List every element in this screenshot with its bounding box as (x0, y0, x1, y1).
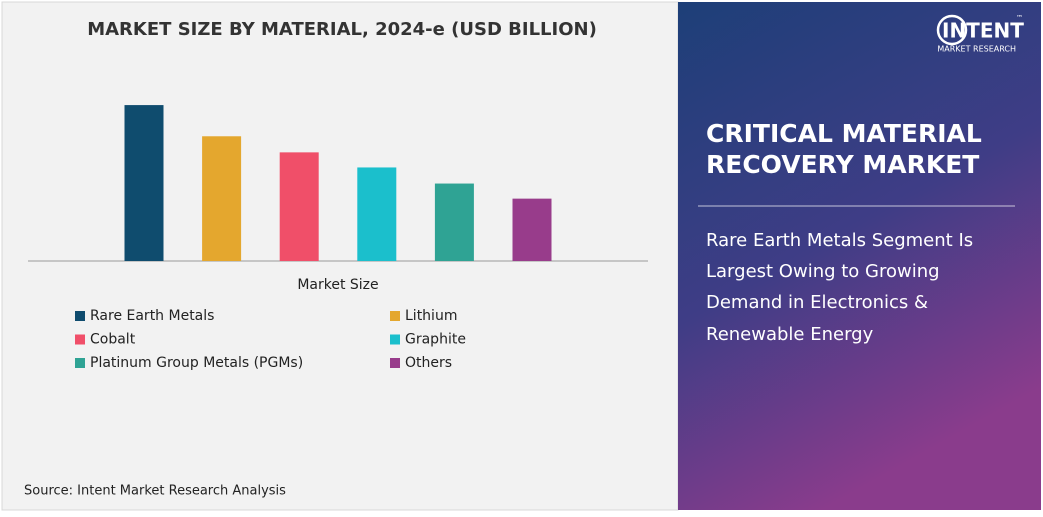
legend-label: Cobalt (90, 332, 136, 348)
logo-name: INTENT (942, 19, 1024, 43)
legend-label: Graphite (405, 332, 466, 348)
legend-label: Rare Earth Metals (90, 308, 214, 324)
bar (434, 183, 474, 261)
legend-swatch (75, 334, 85, 345)
report-panel (678, 2, 1041, 510)
highlight-text: Renewable Energy (706, 324, 874, 345)
x-axis-label: Market Size (297, 277, 378, 293)
logo-icon (936, 14, 968, 46)
legend-swatch (390, 334, 400, 345)
bar (512, 198, 552, 261)
highlight-text: Largest Owing to Growing (706, 261, 940, 282)
legend-swatch (390, 358, 400, 368)
legend-swatch (390, 311, 400, 321)
highlight-text: Rare Earth Metals Segment Is (706, 230, 973, 251)
logo-mark: ™ (1016, 14, 1023, 22)
legend-label: Platinum Group Metals (PGMs) (90, 355, 303, 371)
highlight-text: Demand in Electronics & (706, 292, 928, 313)
report-title: RECOVERY MARKET (706, 150, 979, 179)
legend-label: Lithium (405, 308, 457, 324)
bar (279, 152, 319, 261)
legend-label: Others (405, 355, 452, 371)
chart-title: MARKET SIZE BY MATERIAL, 2024-e (USD BIL… (87, 19, 597, 40)
bar (124, 105, 164, 262)
report-title: CRITICAL MATERIAL (706, 119, 982, 148)
chart-panel (1, 1, 679, 511)
bar (357, 167, 397, 261)
source: Source: Intent Market Research Analysis (24, 484, 286, 499)
bar (202, 136, 242, 261)
logo: INTENT ™ MARKET RESEARCH (936, 14, 1024, 54)
legend-swatch (75, 358, 85, 368)
legend-swatch (75, 311, 85, 321)
logo-tagline: MARKET RESEARCH (937, 45, 1016, 54)
